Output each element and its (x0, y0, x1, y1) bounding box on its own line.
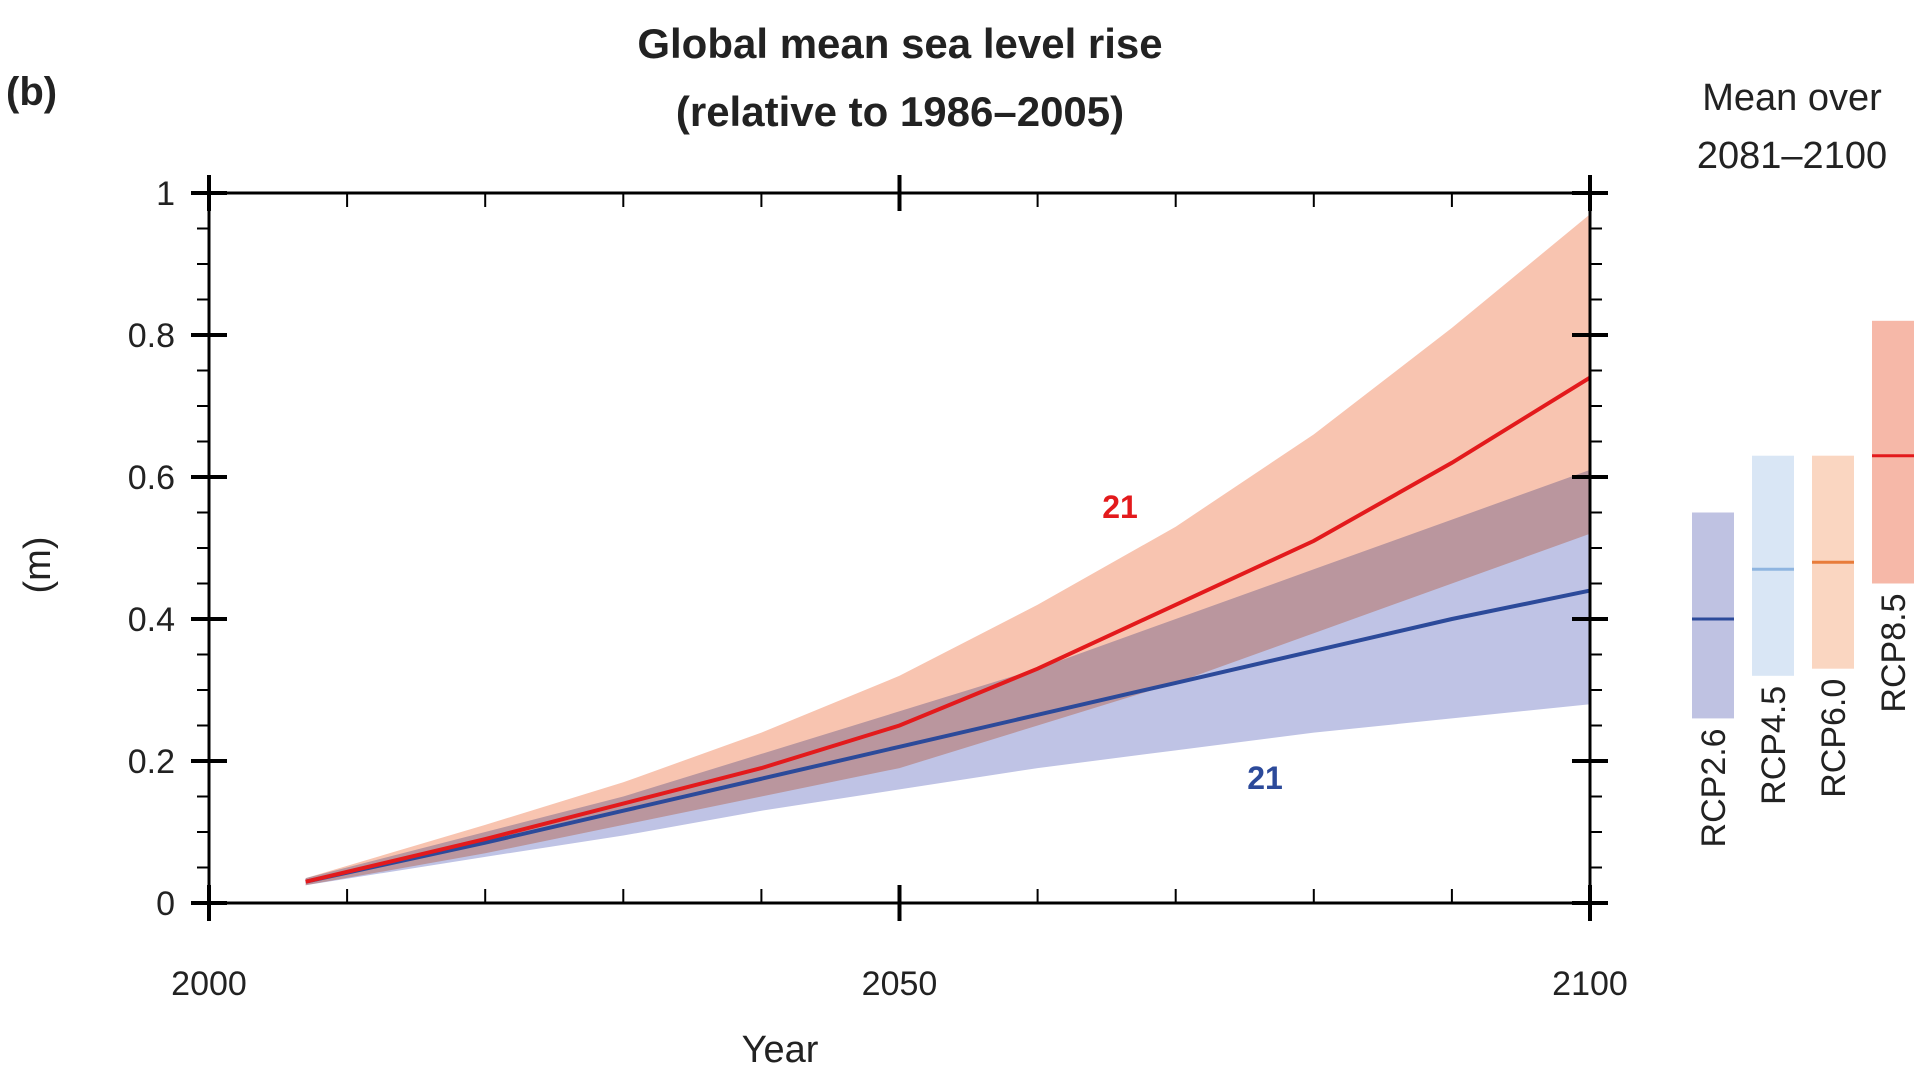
side-title: Mean over (1702, 77, 1882, 119)
y-tick-label: 0.8 (128, 317, 175, 355)
y-tick-label: 1 (156, 175, 175, 213)
category-label: RCP4.5 (1755, 686, 1793, 805)
range-box (1752, 455, 1794, 676)
y-axis-label: (m) (17, 537, 59, 594)
x-tick-label: 2100 (1552, 965, 1628, 1003)
uncertainty-band (305, 469, 1590, 886)
y-tick-label: 0.2 (128, 743, 175, 781)
annotation: 21 (1247, 760, 1283, 796)
y-tick-label: 0.6 (128, 459, 175, 497)
annotation: 21 (1102, 489, 1138, 525)
x-tick-label: 2050 (862, 965, 938, 1003)
mean-line (305, 375, 1592, 884)
category-label: RCP6.0 (1815, 679, 1853, 798)
category-label: RCP8.5 (1875, 594, 1913, 713)
x-tick-label: 2000 (171, 965, 247, 1003)
category-label: RCP2.6 (1695, 728, 1733, 847)
range-box (1692, 512, 1734, 719)
uncertainty-band (305, 214, 1590, 886)
side-title: 2081–2100 (1697, 135, 1887, 177)
chart-title: (relative to 1986–2005) (676, 88, 1124, 135)
plot-area (305, 214, 1590, 886)
panel-label: (b) (6, 70, 57, 114)
y-tick-label: 0 (156, 885, 175, 923)
chart-title: Global mean sea level rise (637, 20, 1162, 67)
mean-line (305, 588, 1591, 884)
x-axis-label: Year (742, 1029, 819, 1071)
range-box (1872, 320, 1914, 584)
y-tick-label: 0.4 (128, 601, 175, 639)
